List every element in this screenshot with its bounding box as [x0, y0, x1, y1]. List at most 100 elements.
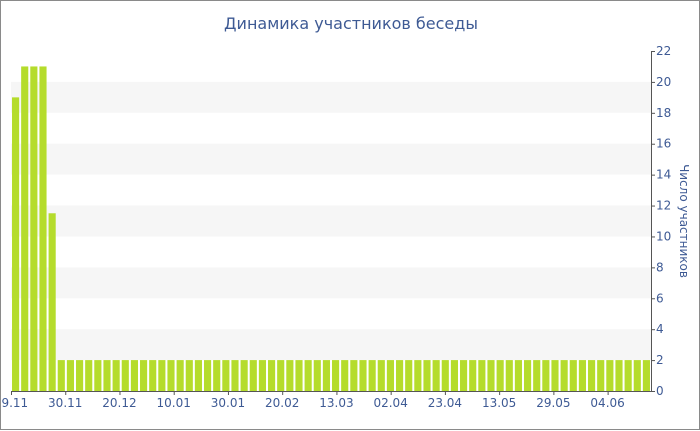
- grid-band: [11, 81, 651, 113]
- bar: [204, 360, 212, 391]
- x-tick-label: 04.06: [590, 396, 624, 410]
- bar: [423, 360, 431, 391]
- x-tick-label: 20.02: [265, 396, 299, 410]
- x-axis-ticks: 09.11 30.11 20.12 10.01 30.01 20.02 13.03 02.04…: [1, 391, 625, 410]
- x-tick-label: 13.03: [319, 396, 353, 410]
- x-tick-label: 09.11: [1, 396, 28, 410]
- bar: [469, 360, 477, 391]
- x-tick-label: 13.05: [482, 396, 516, 410]
- bar: [121, 360, 129, 391]
- bar: [258, 360, 266, 391]
- y-tick-label: 6: [656, 291, 664, 305]
- bar: [414, 360, 422, 391]
- bar: [30, 66, 38, 392]
- bar: [633, 360, 641, 391]
- bar: [432, 360, 440, 391]
- bar: [231, 360, 239, 391]
- bar: [551, 360, 559, 391]
- y-tick-label: 12: [656, 199, 671, 213]
- grid-band: [11, 143, 651, 175]
- bar: [66, 360, 74, 391]
- bar: [313, 360, 321, 391]
- bar: [39, 66, 47, 392]
- bar: [176, 360, 184, 391]
- bar-series: [12, 66, 650, 392]
- bar: [624, 360, 632, 391]
- bar: [487, 360, 495, 391]
- bar: [322, 360, 330, 391]
- x-tick-label: 02.04: [373, 396, 407, 410]
- grid-band: [11, 329, 651, 361]
- bar: [606, 360, 614, 391]
- bar: [569, 360, 577, 391]
- bar: [249, 360, 257, 391]
- bar: [524, 360, 532, 391]
- x-tick-label: 29.05: [536, 396, 570, 410]
- bar: [533, 360, 541, 391]
- bar: [441, 360, 449, 391]
- bar: [194, 360, 202, 391]
- bar: [140, 360, 148, 391]
- bar: [94, 360, 102, 391]
- bar: [149, 360, 157, 391]
- bar: [185, 360, 193, 391]
- y-tick-label: 0: [656, 384, 664, 398]
- bar: [405, 360, 413, 391]
- x-tick-label: 23.04: [428, 396, 462, 410]
- bar: [578, 360, 586, 391]
- x-tick-label: 30.11: [48, 396, 82, 410]
- bar: [460, 360, 468, 391]
- bar: [57, 360, 65, 391]
- bar: [332, 360, 340, 391]
- bar: [478, 360, 486, 391]
- grid-band: [11, 205, 651, 237]
- bar: [615, 360, 623, 391]
- y-tick-label: 2: [656, 353, 664, 367]
- y-axis-label: Число участников: [677, 164, 691, 278]
- bar: [396, 360, 404, 391]
- bar: [295, 360, 303, 391]
- bar: [103, 360, 111, 391]
- bar: [377, 360, 385, 391]
- bar: [542, 360, 550, 391]
- y-tick-label: 18: [656, 106, 671, 120]
- y-axis-ticks: 0 2 4 6 8 10 12 14 16 18 20 22: [651, 44, 671, 398]
- bar: [368, 360, 376, 391]
- bar: [597, 360, 605, 391]
- bar: [48, 213, 56, 391]
- bar: [588, 360, 596, 391]
- bar: [12, 97, 20, 391]
- bar: [341, 360, 349, 391]
- bar: [213, 360, 221, 391]
- y-tick-label: 22: [656, 44, 671, 58]
- bar: [158, 360, 166, 391]
- bar: [268, 360, 276, 391]
- bar: [359, 360, 367, 391]
- x-tick-label: 30.01: [211, 396, 245, 410]
- bar: [496, 360, 504, 391]
- bar: [350, 360, 358, 391]
- bar: [167, 360, 175, 391]
- bar: [304, 360, 312, 391]
- bar: [240, 360, 248, 391]
- bar: [130, 360, 138, 391]
- y-tick-label: 8: [656, 260, 664, 274]
- bar: [505, 360, 513, 391]
- bar: [222, 360, 230, 391]
- chart-title: Динамика участников беседы: [224, 14, 478, 33]
- bar: [21, 66, 29, 392]
- x-tick-label: 10.01: [157, 396, 191, 410]
- bar: [85, 360, 93, 391]
- bar: [450, 360, 458, 391]
- y-tick-label: 20: [656, 75, 671, 89]
- y-tick-label: 16: [656, 137, 671, 151]
- bar: [514, 360, 522, 391]
- grid-bands: [11, 81, 651, 361]
- bar: [112, 360, 120, 391]
- bar: [277, 360, 285, 391]
- y-tick-label: 4: [656, 322, 664, 336]
- bar: [76, 360, 84, 391]
- bar: [386, 360, 394, 391]
